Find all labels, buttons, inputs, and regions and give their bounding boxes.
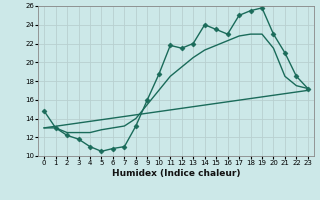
X-axis label: Humidex (Indice chaleur): Humidex (Indice chaleur)	[112, 169, 240, 178]
